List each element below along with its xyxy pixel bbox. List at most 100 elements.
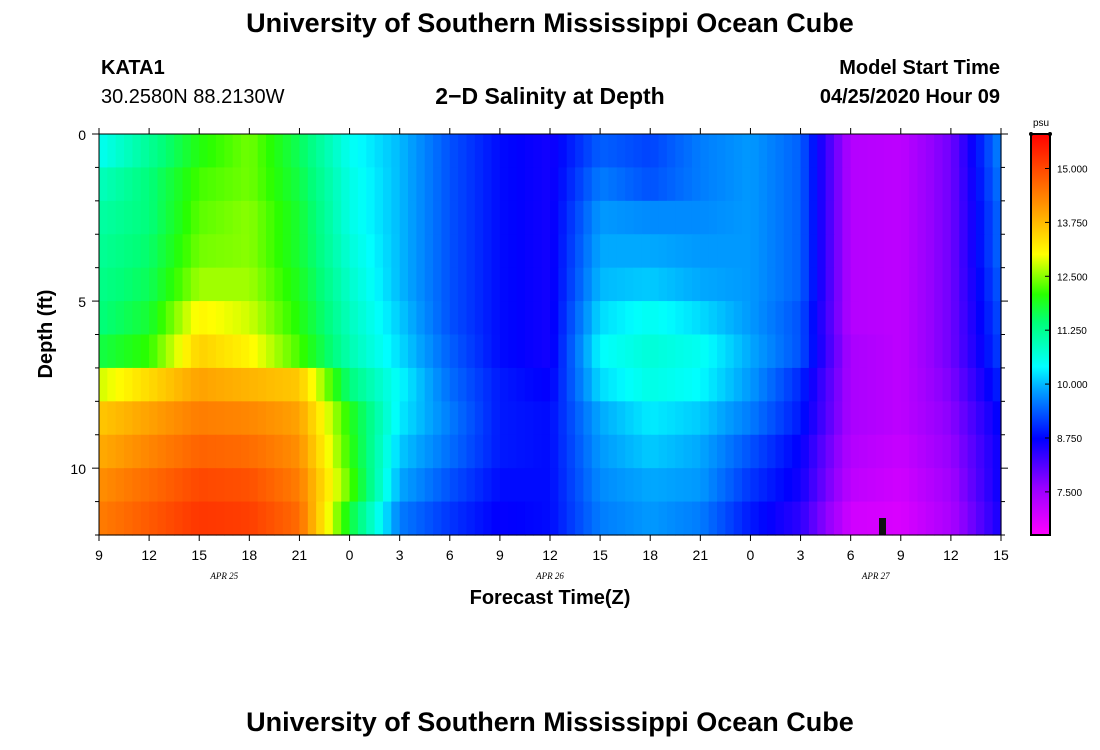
heatmap-cell — [441, 468, 451, 503]
heatmap-cell — [608, 234, 618, 269]
heatmap-cell — [566, 434, 576, 469]
heatmap-cell — [800, 301, 810, 336]
heatmap-cell — [524, 301, 534, 336]
heatmap-cell — [324, 134, 334, 169]
heatmap-cell — [934, 234, 944, 269]
heatmap-cell — [825, 200, 835, 235]
heatmap-cell — [959, 501, 969, 536]
heatmap-cell — [416, 468, 426, 503]
heatmap-cell — [625, 234, 635, 269]
heatmap-cell — [566, 167, 576, 202]
heatmap-cell — [332, 367, 342, 402]
colorbar-tick-label: 15.000 — [1057, 164, 1088, 175]
heatmap-cell — [374, 434, 384, 469]
heatmap-cell — [174, 334, 184, 369]
heatmap-cell — [274, 167, 284, 202]
heatmap-cell — [257, 267, 267, 302]
heatmap-cell — [132, 134, 142, 169]
heatmap-cell — [449, 134, 459, 169]
heatmap-cell — [992, 134, 1002, 169]
heatmap-cell — [934, 267, 944, 302]
heatmap-cell — [115, 468, 125, 503]
heatmap-cell — [299, 134, 309, 169]
heatmap-cell — [658, 468, 668, 503]
heatmap-cell — [232, 401, 242, 436]
heatmap-cell — [691, 267, 701, 302]
heatmap-cell — [391, 234, 401, 269]
x-tick-label: 0 — [346, 547, 354, 563]
heatmap-cell — [591, 434, 601, 469]
heatmap-cell — [207, 234, 217, 269]
heatmap-cell — [215, 501, 225, 536]
heatmap-cell — [859, 501, 868, 536]
heatmap-cell — [758, 267, 768, 302]
heatmap-cell — [800, 434, 810, 469]
heatmap-cell — [140, 334, 150, 369]
heatmap-cell — [884, 234, 894, 269]
heatmap-cell — [357, 267, 367, 302]
heatmap-cell — [240, 434, 250, 469]
heatmap-cell — [625, 434, 635, 469]
heatmap-cell — [282, 134, 292, 169]
heatmap-cell — [550, 267, 559, 302]
heatmap-cell — [174, 301, 184, 336]
heatmap-cell — [825, 234, 835, 269]
heatmap-cell — [357, 301, 367, 336]
heatmap-cell — [474, 167, 484, 202]
heatmap-cell — [232, 501, 242, 536]
heatmap-cell — [666, 367, 676, 402]
heatmap-cell — [566, 401, 576, 436]
heatmap-cell — [357, 367, 367, 402]
heatmap-cell — [591, 134, 601, 169]
heatmap-cell — [775, 334, 785, 369]
heatmap-cell — [341, 167, 351, 202]
heatmap-cell — [925, 234, 935, 269]
heatmap-cell — [433, 234, 443, 269]
heatmap-cell — [149, 234, 159, 269]
heatmap-cell — [616, 401, 626, 436]
heatmap-cell — [591, 334, 601, 369]
heatmap-cell — [374, 167, 384, 202]
heatmap-cell — [132, 267, 142, 302]
heatmap-cell — [332, 501, 342, 536]
heatmap-cell — [717, 200, 726, 235]
heatmap-cell — [583, 501, 593, 536]
heatmap-cell — [424, 301, 434, 336]
heatmap-cell — [700, 301, 710, 336]
heatmap-cell — [416, 167, 426, 202]
heatmap-cell — [783, 434, 793, 469]
heatmap-cell — [199, 468, 209, 503]
x-tick-label: 9 — [897, 547, 905, 563]
heatmap-cell — [316, 167, 326, 202]
heatmap-cell — [115, 301, 125, 336]
heatmap-cell — [775, 501, 785, 536]
heatmap-cell — [575, 501, 585, 536]
heatmap-cell — [875, 267, 885, 302]
heatmap-cell — [249, 200, 259, 235]
heatmap-cell — [232, 234, 242, 269]
heatmap-cell — [291, 234, 301, 269]
heatmap-cell — [909, 401, 919, 436]
heatmap-cell — [666, 167, 676, 202]
heatmap-cell — [299, 234, 309, 269]
heatmap-cell — [499, 501, 509, 536]
heatmap-cell — [533, 367, 543, 402]
heatmap-cell — [132, 200, 142, 235]
heatmap-cell — [767, 134, 777, 169]
heatmap-cell — [733, 334, 743, 369]
heatmap-cell — [499, 134, 509, 169]
heatmap-cell — [316, 468, 326, 503]
heatmap-cell — [992, 301, 1002, 336]
heatmap-cell — [458, 367, 468, 402]
heatmap-cell — [483, 501, 493, 536]
heatmap-cell — [508, 468, 518, 503]
heatmap-cell — [591, 367, 601, 402]
heatmap-cell — [950, 200, 960, 235]
heatmap-cell — [533, 301, 543, 336]
heatmap-cell — [875, 234, 885, 269]
heatmap-cell — [516, 334, 526, 369]
heatmap-cell — [149, 434, 159, 469]
heatmap-cell — [942, 401, 952, 436]
heatmap-cell — [942, 434, 952, 469]
heatmap-cell — [742, 501, 752, 536]
